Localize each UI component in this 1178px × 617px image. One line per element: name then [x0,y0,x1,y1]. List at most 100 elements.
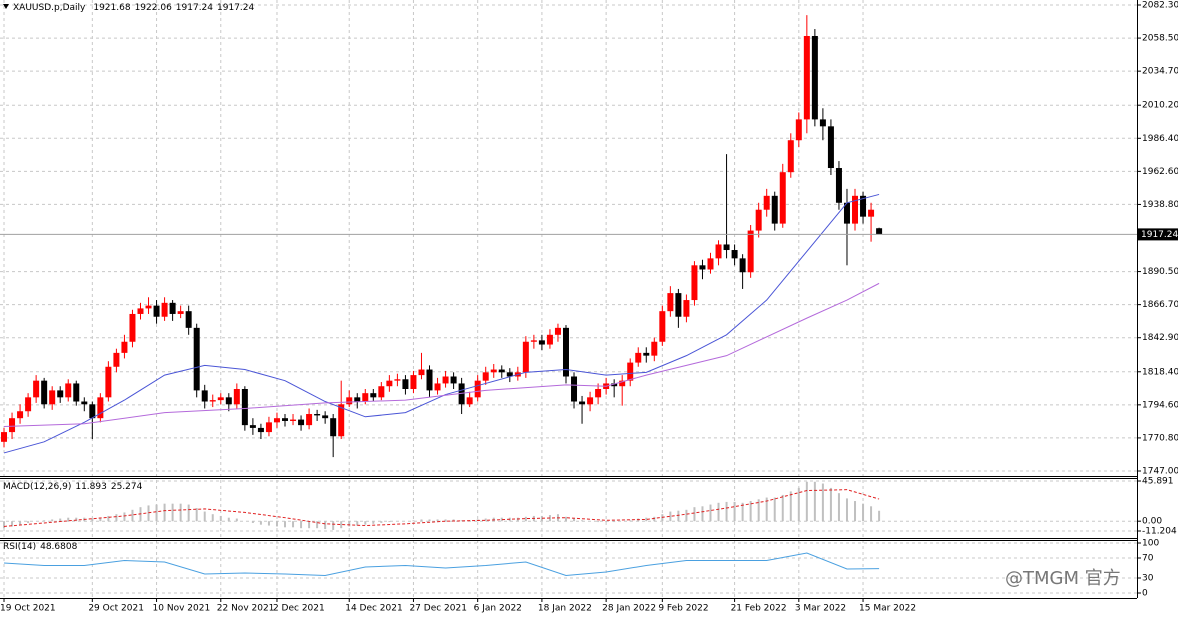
candle-body [723,244,730,251]
candle-body [763,195,770,210]
y-tick-label: 70 [1142,554,1154,564]
macd-bar [59,518,62,522]
candle-body [49,390,56,405]
candle-body [490,369,497,373]
candle-body [25,397,32,412]
macd-bar [324,521,327,530]
candle-body [795,119,802,141]
macd-bar [524,516,527,522]
macd-bar [131,509,134,522]
macd-bar [813,481,816,522]
marks [0,15,1137,577]
candle-body [73,383,80,402]
macd-bar [412,520,415,522]
candle-body [643,352,650,356]
macd-bar [340,521,343,529]
macd-bar [171,503,174,522]
candle-body [217,397,224,401]
rsi-header: RSI(14) 48.6808 [3,542,78,552]
x-tick-label: 9 Feb 2022 [658,604,708,614]
macd-bar [773,497,776,522]
open-value: 1921.68 [93,3,130,13]
x-tick-label: 14 Dec 2021 [345,604,403,614]
macd-bar [380,521,383,523]
menu-icon [3,4,9,9]
candle-body [835,168,842,203]
x-tick-label: 28 Jan 2022 [602,604,656,614]
macd-bar [717,502,720,522]
chart-header: XAUUSD.p,Daily 1921.68 1922.06 1917.24 1917.… [13,3,255,13]
macd-bar [781,494,784,522]
candle-body [314,414,321,416]
macd-bar [259,521,262,525]
macd-bar [123,512,126,522]
macd-bar [356,521,359,526]
candle-body [9,418,16,433]
macd-bar [765,497,768,522]
macd-bar [332,521,335,530]
y-tick-label: 0 [1142,589,1148,599]
candle-body [209,400,216,402]
y-tick-label: 100 [1142,539,1159,549]
candle-body [265,422,272,433]
candle-body [530,340,537,342]
macd-bar [605,521,608,523]
macd-bar [364,521,367,525]
macd-bar [75,517,78,522]
macd-bar [348,521,351,527]
candle-body [739,258,746,273]
macd-bar [709,504,712,522]
candle-body [161,302,168,317]
x-tick-label: 3 Mar 2022 [795,604,846,614]
x-tick-label: 2 Dec 2021 [273,604,325,614]
candle-body [707,258,714,270]
y-tick-label: 1842.90 [1142,333,1178,343]
macd-bar [701,506,704,522]
x-tick-label: 19 Oct 2021 [0,604,56,614]
signal-value: 25.274 [111,482,143,492]
candle-body [747,230,754,273]
watermark: @TMGM 官方 [1005,568,1121,589]
candle-body [546,334,553,345]
candle-body [779,172,786,224]
candle-body [691,265,698,301]
candle-body [852,195,859,224]
candle-body [635,352,642,363]
candle-body [153,305,160,317]
macd-bar [388,521,391,523]
macd-bar [741,502,744,522]
macd-bar [573,518,576,522]
candle-body [89,404,96,419]
candle-body [169,302,176,314]
candle-body [755,209,762,231]
macd-bar [845,498,848,522]
candle-body [394,379,401,381]
macd-bar [492,517,495,522]
candle-body [522,341,529,373]
candle-body [434,383,441,391]
candle-body [338,404,345,437]
candle-body [362,393,369,402]
candle-body [233,389,240,405]
candle-body [81,401,88,405]
macd-bar [43,520,46,522]
candle-body [290,419,297,421]
macd-bar [757,499,760,522]
candle-body [482,372,489,381]
high-value: 1922.06 [135,3,172,13]
candle-body [346,397,353,405]
candle-body [17,411,24,419]
macd-bar [27,521,30,523]
candle-body [571,376,578,402]
macd-bar [653,516,656,522]
macd-bar [3,521,6,529]
candle-body [587,397,594,405]
macd-bar [187,504,190,522]
candle-body [185,311,192,328]
macd-bar [749,501,752,522]
macd-bar [829,487,832,522]
price-label-box [1138,228,1178,241]
candle-body [57,390,64,398]
macd-bar [821,483,824,522]
